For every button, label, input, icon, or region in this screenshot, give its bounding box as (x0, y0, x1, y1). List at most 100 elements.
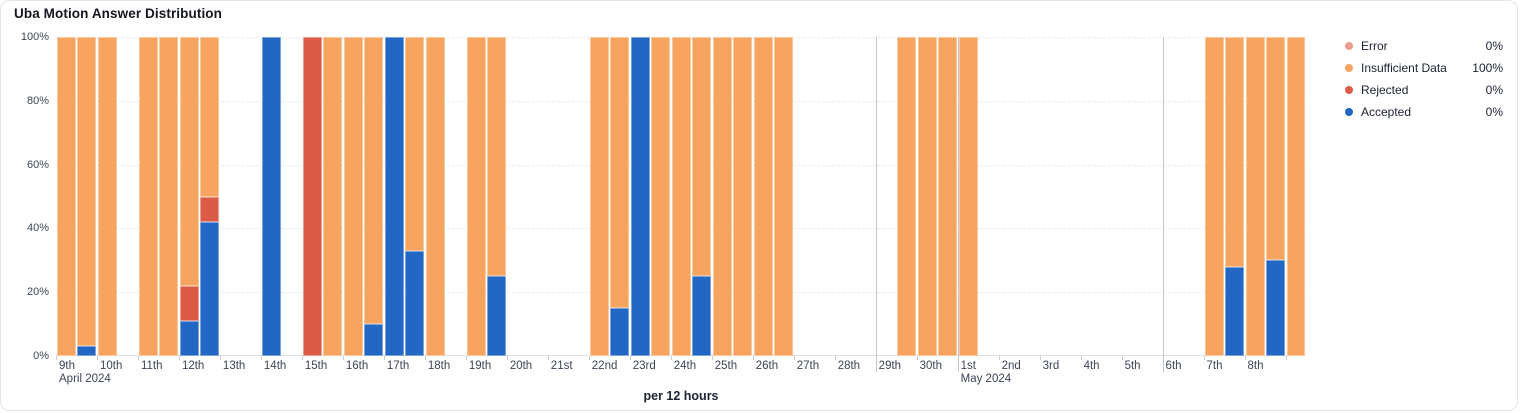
bar-segment-accepted[interactable] (487, 276, 507, 356)
x-axis-tick (629, 356, 631, 360)
bar-segment-insufficient[interactable] (364, 37, 384, 325)
bar-segment-rejected[interactable] (200, 196, 220, 223)
bar-segment-insufficient[interactable] (57, 37, 76, 356)
bar-slot-0[interactable] (57, 37, 76, 356)
bar-slot-57[interactable] (1225, 37, 1245, 356)
bar-segment-insufficient[interactable] (651, 37, 671, 356)
x-axis-tick (137, 356, 139, 360)
bar-segment-accepted[interactable] (364, 324, 384, 356)
bar-slot-33[interactable] (733, 37, 753, 356)
bar-segment-insufficient[interactable] (405, 37, 425, 251)
bar-segment-insufficient[interactable] (323, 37, 343, 356)
bar-slot-58[interactable] (1245, 37, 1265, 356)
bar-segment-accepted[interactable] (179, 320, 199, 356)
bar-slot-59[interactable] (1266, 37, 1285, 356)
bar-segment-insufficient[interactable] (425, 37, 445, 356)
legend-value: 100% (1472, 61, 1503, 75)
bar-slot-44[interactable] (958, 37, 978, 356)
bar-slot-17[interactable] (405, 37, 425, 356)
bar-segment-accepted[interactable] (630, 37, 650, 356)
bar-segment-insufficient[interactable] (774, 37, 794, 356)
bar-segment-insufficient[interactable] (692, 37, 712, 277)
bar-slot-16[interactable] (384, 37, 404, 356)
y-axis-tick-label: 100% (20, 31, 49, 43)
legend-item-rejected[interactable]: Rejected 0% (1345, 79, 1503, 101)
bar-segment-insufficient[interactable] (97, 37, 117, 356)
bar-segment-insufficient[interactable] (466, 37, 486, 356)
bar-segment-insufficient[interactable] (671, 37, 691, 356)
bar-slot-30[interactable] (671, 37, 691, 356)
bar-slot-43[interactable] (938, 37, 958, 356)
legend-item-error[interactable]: Error 0% (1345, 35, 1503, 57)
bar-segment-insufficient[interactable] (1225, 37, 1245, 267)
bar-segment-insufficient[interactable] (610, 37, 630, 309)
bar-segment-insufficient[interactable] (917, 37, 937, 356)
bar-segment-insufficient[interactable] (343, 37, 363, 356)
bar-segment-accepted[interactable] (77, 346, 97, 356)
bar-slot-27[interactable] (610, 37, 630, 356)
bar-slot-5[interactable] (159, 37, 179, 356)
bar-segment-insufficient[interactable] (958, 37, 978, 356)
x-axis-tick-label: 9th (59, 360, 75, 372)
bar-segment-insufficient[interactable] (733, 37, 753, 356)
bar-slot-7[interactable] (200, 37, 220, 356)
bar-slot-31[interactable] (692, 37, 712, 356)
legend-item-insufficient[interactable]: Insufficient Data 100% (1345, 57, 1503, 79)
bar-segment-insufficient[interactable] (1204, 37, 1224, 356)
bar-segment-insufficient[interactable] (200, 37, 220, 197)
bar-segment-rejected[interactable] (302, 37, 322, 356)
bar-segment-insufficient[interactable] (1245, 37, 1265, 356)
bar-slot-14[interactable] (343, 37, 363, 356)
bar-slot-41[interactable] (897, 37, 917, 356)
bar-segment-insufficient[interactable] (179, 37, 199, 286)
bar-slot-35[interactable] (774, 37, 794, 356)
bar-segment-accepted[interactable] (692, 276, 712, 356)
bar-slot-60[interactable] (1286, 37, 1306, 356)
x-axis-tick-label: 4th (1083, 360, 1100, 372)
bar-slot-42[interactable] (917, 37, 937, 356)
bar-slot-20[interactable] (466, 37, 486, 356)
bar-segment-insufficient[interactable] (1286, 37, 1306, 356)
bar-segment-accepted[interactable] (261, 37, 281, 356)
bar-segment-insufficient[interactable] (77, 37, 97, 347)
bar-segment-rejected[interactable] (179, 285, 199, 321)
bar-slot-10[interactable] (261, 37, 281, 356)
bar-slot-26[interactable] (589, 37, 609, 356)
bar-slot-12[interactable] (302, 37, 322, 356)
bar-slot-13[interactable] (323, 37, 343, 356)
bar-segment-insufficient[interactable] (1266, 37, 1285, 261)
bar-segment-insufficient[interactable] (712, 37, 732, 356)
bar-segment-accepted[interactable] (384, 37, 404, 356)
bar-slot-15[interactable] (364, 37, 384, 356)
bar-segment-insufficient[interactable] (487, 37, 507, 277)
bar-segment-accepted[interactable] (1266, 260, 1285, 356)
x-axis-tick-label: 1st (960, 360, 976, 372)
bar-slot-56[interactable] (1204, 37, 1224, 356)
bar-slot-29[interactable] (651, 37, 671, 356)
bar-slot-2[interactable] (97, 37, 117, 356)
bar-slot-28[interactable] (630, 37, 650, 356)
x-axis-tick (424, 356, 426, 360)
bar-segment-insufficient[interactable] (897, 37, 917, 356)
bar-slot-6[interactable] (179, 37, 199, 356)
bar-segment-accepted[interactable] (610, 308, 630, 356)
bar-segment-insufficient[interactable] (753, 37, 773, 356)
bar-slot-18[interactable] (425, 37, 445, 356)
x-axis-tick (1203, 356, 1205, 360)
bar-slot-1[interactable] (77, 37, 97, 356)
bar-segment-insufficient[interactable] (938, 37, 958, 356)
legend-item-accepted[interactable]: Accepted 0% (1345, 101, 1503, 123)
bar-segment-insufficient[interactable] (138, 37, 158, 356)
x-axis-tick (1039, 356, 1041, 360)
bar-slot-4[interactable] (138, 37, 158, 356)
bar-segment-insufficient[interactable] (159, 37, 179, 356)
bar-slot-34[interactable] (753, 37, 773, 356)
bar-segment-accepted[interactable] (200, 222, 220, 356)
bar-slot-32[interactable] (712, 37, 732, 356)
bar-segment-accepted[interactable] (405, 250, 425, 356)
bar-segment-insufficient[interactable] (589, 37, 609, 356)
bar-slot-21[interactable] (487, 37, 507, 356)
x-axis-tick (547, 356, 549, 360)
bar-segment-accepted[interactable] (1225, 266, 1245, 356)
x-axis-tick-label: 24th (673, 360, 697, 372)
